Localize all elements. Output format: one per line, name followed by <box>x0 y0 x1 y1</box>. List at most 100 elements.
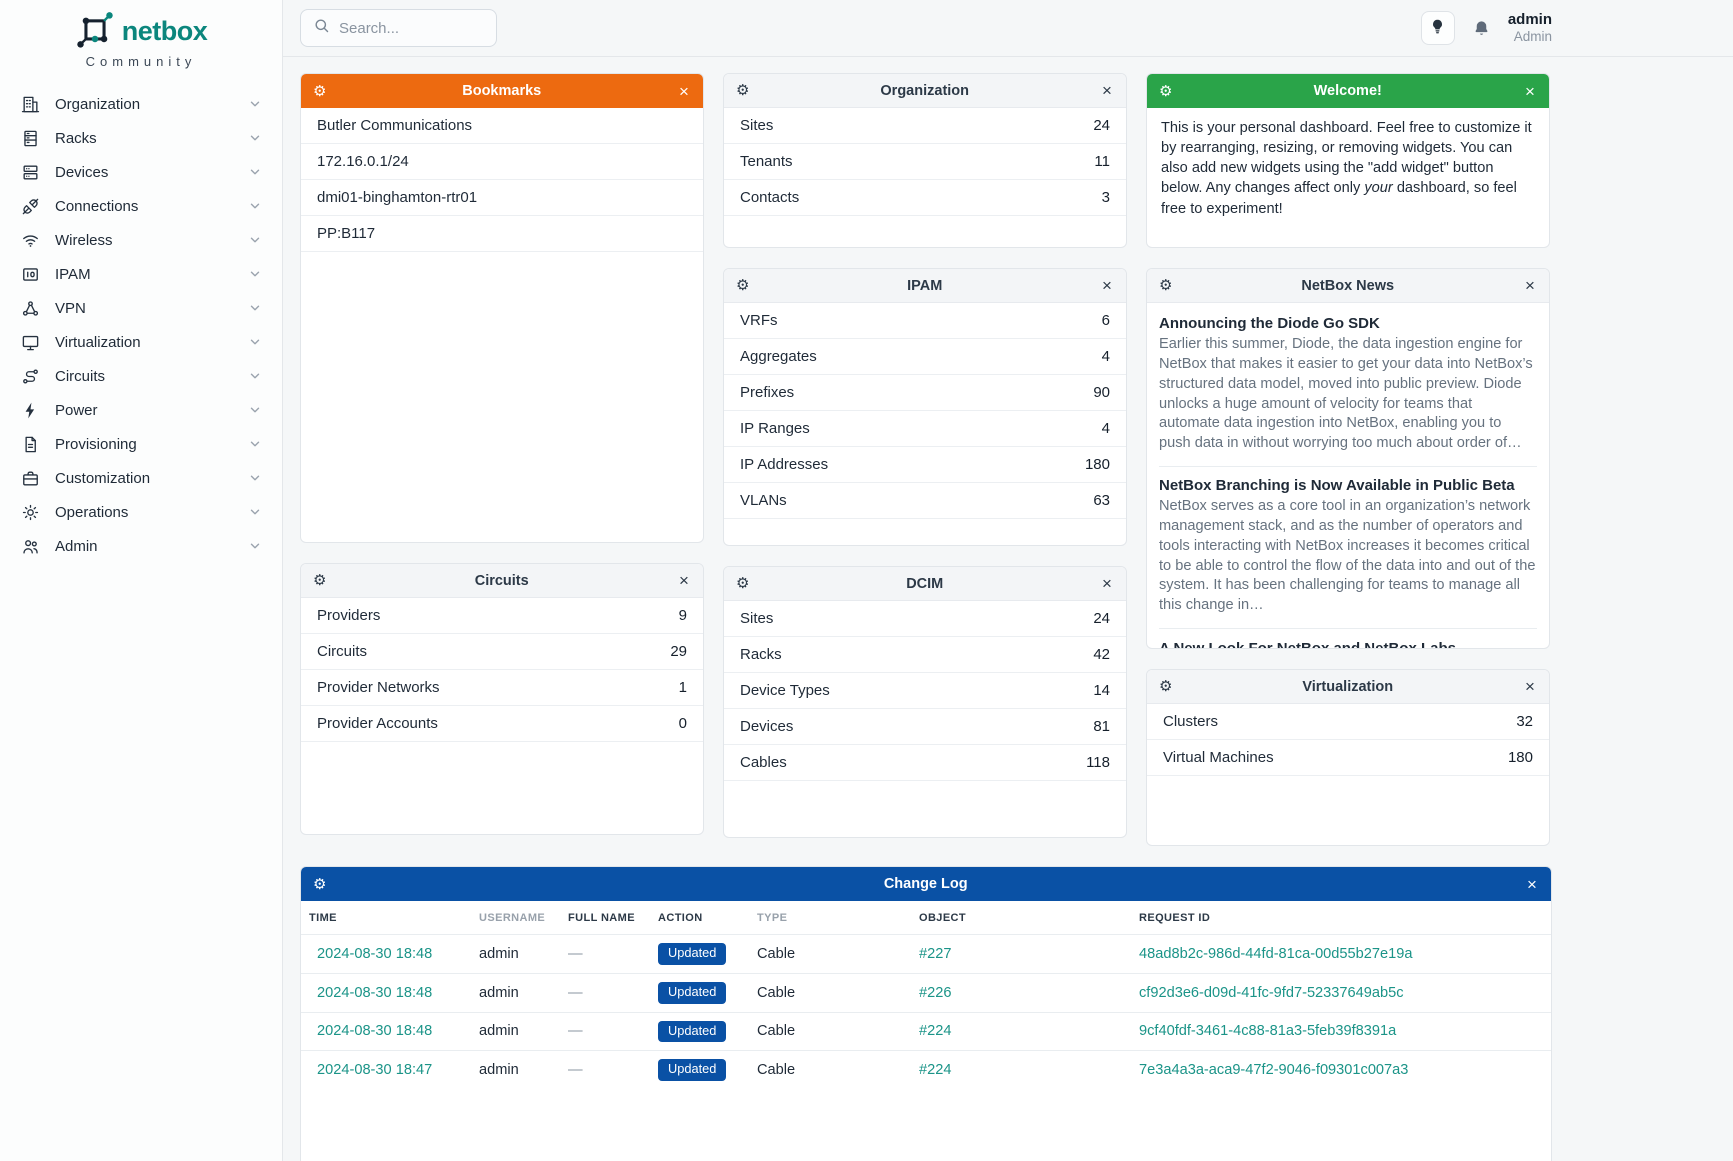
welcome-text: This is your personal dashboard. Feel fr… <box>1147 108 1549 229</box>
change-time-link[interactable]: 2024-08-30 18:47 <box>317 1062 433 1079</box>
virtualization-widget: ⚙ Virtualization × Clusters 32 <box>1146 669 1550 846</box>
stat-row[interactable]: Device Types 14 <box>724 673 1126 709</box>
request-id-link[interactable]: cf92d3e6-d09d-41fc-9fd7-52337649ab5c <box>1139 984 1404 1001</box>
sidebar-item-customization[interactable]: Customization <box>0 461 282 495</box>
stat-row[interactable]: Sites 24 <box>724 108 1126 144</box>
widget-config-gear-icon[interactable]: ⚙ <box>1159 276 1173 294</box>
notifications-bell-icon[interactable] <box>1472 19 1491 38</box>
news-headline[interactable]: NetBox Branching is Now Available in Pub… <box>1159 477 1515 495</box>
widget-config-gear-icon[interactable]: ⚙ <box>313 874 327 893</box>
stat-row[interactable]: Sites 24 <box>724 601 1126 637</box>
stat-row[interactable]: VLANs 63 <box>724 483 1126 519</box>
nav-item-label: Devices <box>55 163 109 181</box>
sidebar-item-devices[interactable]: Devices <box>0 155 282 189</box>
stat-row[interactable]: Devices 81 <box>724 709 1126 745</box>
change-object-link[interactable]: #224 <box>919 1023 952 1040</box>
widget-config-gear-icon[interactable]: ⚙ <box>1159 81 1173 100</box>
stat-row[interactable]: Cables 118 <box>724 745 1126 781</box>
nav-item-icon <box>20 536 40 556</box>
ipam-widget: ⚙ IPAM × VRFs 6 <box>723 268 1127 546</box>
sidebar-item-operations[interactable]: Operations <box>0 495 282 529</box>
change-time-link[interactable]: 2024-08-30 18:48 <box>317 984 433 1001</box>
stat-row[interactable]: Aggregates 4 <box>724 339 1126 375</box>
widget-close-icon[interactable]: × <box>1102 574 1112 593</box>
search-input[interactable] <box>339 19 484 37</box>
sidebar-item-connections[interactable]: Connections <box>0 189 282 223</box>
stat-value: 180 <box>1084 456 1110 473</box>
sidebar-item-racks[interactable]: Racks <box>0 121 282 155</box>
stat-label: Device Types <box>740 682 830 699</box>
stat-row[interactable]: Racks 42 <box>724 637 1126 673</box>
widget-config-gear-icon[interactable]: ⚙ <box>313 81 327 100</box>
widget-close-icon[interactable]: × <box>1525 81 1535 101</box>
widget-config-gear-icon[interactable]: ⚙ <box>1159 677 1173 695</box>
topbar: admin Admin <box>283 0 1733 57</box>
chevron-down-icon <box>248 131 262 145</box>
bookmark-item[interactable]: PP:B117 <box>301 216 703 252</box>
request-id-link[interactable]: 9cf40fdf-3461-4c88-81a3-5feb39f8391a <box>1139 1023 1397 1040</box>
widget-close-icon[interactable]: × <box>679 81 689 101</box>
sidebar-item-admin[interactable]: Admin <box>0 529 282 563</box>
request-id-link[interactable]: 48ad8b2c-986d-44fd-81ca-00d55b27e19a <box>1139 945 1413 962</box>
theme-toggle-button[interactable] <box>1420 11 1455 45</box>
sidebar-item-circuits[interactable]: Circuits <box>0 359 282 393</box>
change-object-link[interactable]: #227 <box>919 945 952 962</box>
bookmark-item[interactable]: 172.16.0.1/24 <box>301 144 703 180</box>
column-header[interactable]: OBJECT <box>919 912 967 924</box>
stat-row[interactable]: Provider Accounts 0 <box>301 706 703 742</box>
user-menu[interactable]: admin Admin <box>1508 11 1552 45</box>
stat-row[interactable]: Providers 9 <box>301 598 703 634</box>
column-header[interactable]: USERNAME <box>479 912 546 924</box>
column-header[interactable]: TIME <box>309 912 337 924</box>
change-object-link[interactable]: #226 <box>919 984 952 1001</box>
widget-config-gear-icon[interactable]: ⚙ <box>736 276 750 294</box>
sidebar-item-power[interactable]: Power <box>0 393 282 427</box>
stat-row[interactable]: Provider Networks 1 <box>301 670 703 706</box>
stat-row[interactable]: VRFs 6 <box>724 303 1126 339</box>
sidebar-item-virtualization[interactable]: Virtualization <box>0 325 282 359</box>
column-header[interactable]: ACTION <box>658 912 703 924</box>
news-headline[interactable]: Announcing the Diode Go SDK <box>1159 315 1380 332</box>
chevron-down-icon <box>248 335 262 349</box>
stat-label: Cables <box>740 754 787 771</box>
change-object-link[interactable]: #224 <box>919 1062 952 1079</box>
widget-close-icon[interactable]: × <box>679 571 689 590</box>
widget-config-gear-icon[interactable]: ⚙ <box>313 571 327 589</box>
stat-row[interactable]: Circuits 29 <box>301 634 703 670</box>
stat-row[interactable]: Clusters 32 <box>1147 704 1549 740</box>
sidebar-item-vpn[interactable]: VPN <box>0 291 282 325</box>
sidebar-item-wireless[interactable]: Wireless <box>0 223 282 257</box>
bookmark-item[interactable]: Butler Communications <box>301 108 703 144</box>
widget-config-gear-icon[interactable]: ⚙ <box>736 574 750 592</box>
stat-row[interactable]: Virtual Machines 180 <box>1147 740 1549 776</box>
change-time-link[interactable]: 2024-08-30 18:48 <box>317 945 433 962</box>
news-article: NetBox Branching is Now Available in Pub… <box>1159 467 1537 630</box>
column-header[interactable]: TYPE <box>757 912 788 924</box>
stat-row[interactable]: IP Addresses 180 <box>724 447 1126 483</box>
change-time-link[interactable]: 2024-08-30 18:48 <box>317 1023 433 1040</box>
stat-label: Aggregates <box>740 348 817 365</box>
widget-close-icon[interactable]: × <box>1102 276 1112 295</box>
stat-row[interactable]: IP Ranges 4 <box>724 411 1126 447</box>
column-header[interactable]: REQUEST ID <box>1139 912 1211 924</box>
widget-close-icon[interactable]: × <box>1527 874 1537 894</box>
bookmark-item[interactable]: dmi01-binghamton-rtr01 <box>301 180 703 216</box>
widget-close-icon[interactable]: × <box>1525 677 1535 696</box>
sidebar-item-provisioning[interactable]: Provisioning <box>0 427 282 461</box>
stat-row[interactable]: Prefixes 90 <box>724 375 1126 411</box>
request-id-link[interactable]: 7e3a4a3a-aca9-47f2-9046-f09301c007a3 <box>1139 1062 1409 1079</box>
organization-widget: ⚙ Organization × Sites 24 <box>723 73 1127 248</box>
stat-row[interactable]: Tenants 11 <box>724 144 1126 180</box>
search-box[interactable] <box>300 9 497 47</box>
brand-logo[interactable]: netbox Community <box>0 0 282 69</box>
ipam-widget-header: ⚙ IPAM × <box>724 269 1126 303</box>
sidebar-item-organization[interactable]: Organization <box>0 87 282 121</box>
stat-row[interactable]: Contacts 3 <box>724 180 1126 216</box>
widget-close-icon[interactable]: × <box>1525 276 1535 295</box>
chevron-down-icon <box>248 369 262 383</box>
sidebar-item-ipam[interactable]: IPAM <box>0 257 282 291</box>
widget-config-gear-icon[interactable]: ⚙ <box>736 81 750 99</box>
column-header[interactable]: FULL NAME <box>568 912 635 924</box>
news-headline[interactable]: A New Look For NetBox and NetBox Labs <box>1159 629 1537 648</box>
widget-close-icon[interactable]: × <box>1102 81 1112 100</box>
